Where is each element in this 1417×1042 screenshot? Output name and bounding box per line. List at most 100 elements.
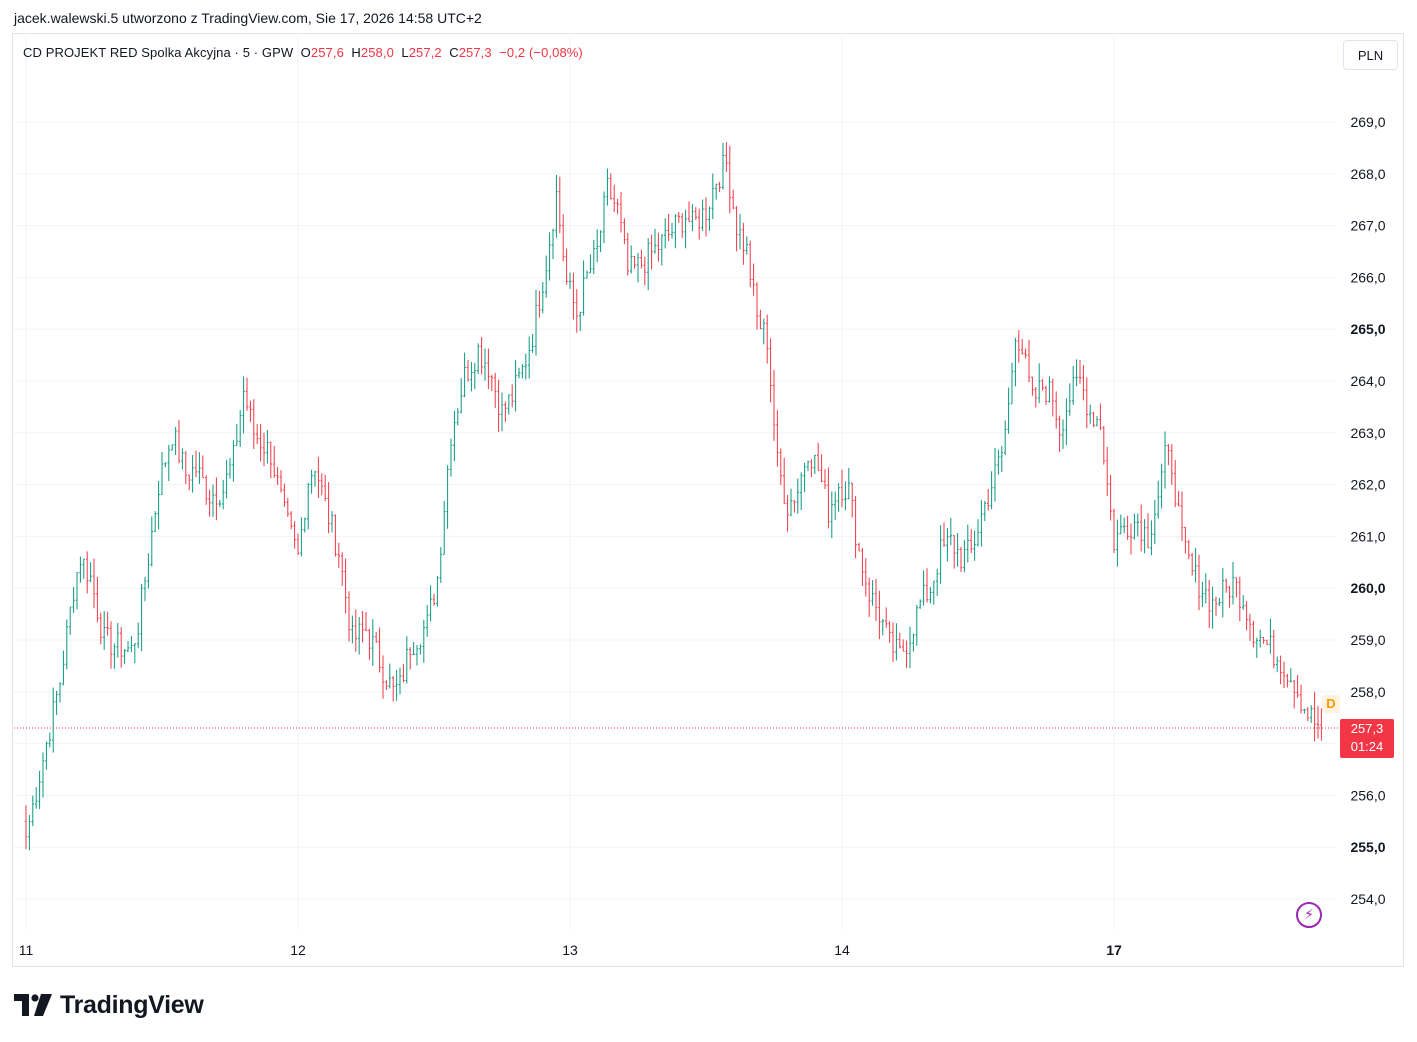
ohlc-bar bbox=[681, 213, 684, 238]
ohlc-bar bbox=[1024, 348, 1027, 359]
ohlc-bar bbox=[538, 290, 541, 318]
ohlc-bar bbox=[262, 432, 266, 467]
ohlc-bar bbox=[222, 480, 225, 510]
ohlc-bar bbox=[75, 572, 79, 610]
ohlc-bar bbox=[313, 470, 317, 487]
ohlc-bar bbox=[1065, 398, 1068, 446]
ohlc-bar bbox=[670, 222, 674, 239]
ohlc-bar bbox=[1306, 707, 1309, 722]
ohlc-bar bbox=[279, 470, 283, 493]
ohlc-bars bbox=[24, 142, 1323, 851]
ohlc-bar bbox=[939, 525, 942, 584]
ohlc-bar bbox=[1194, 548, 1197, 583]
ohlc-bar bbox=[439, 547, 442, 583]
ohlc-bar bbox=[908, 626, 912, 669]
ohlc-bar bbox=[932, 580, 935, 605]
time-axis[interactable]: 11 12 13 14 17 bbox=[19, 942, 1122, 958]
ohlc-bar bbox=[1242, 595, 1245, 610]
dividend-badge[interactable]: D bbox=[1322, 695, 1340, 713]
ohlc-bar bbox=[1140, 504, 1143, 552]
ohlc-bar bbox=[1106, 446, 1109, 497]
ohlc-bar bbox=[1129, 523, 1133, 555]
ohlc-bar bbox=[589, 254, 592, 274]
high-value: 258,0 bbox=[360, 45, 394, 60]
ohlc-bar bbox=[579, 311, 582, 331]
ohlc-bar bbox=[854, 496, 857, 559]
ohlc-bar bbox=[1146, 513, 1150, 549]
y-tick-label: 260,0 bbox=[1350, 580, 1385, 596]
ohlc-bar bbox=[963, 540, 966, 573]
ohlc-bar bbox=[228, 457, 232, 479]
y-tick-label: 263,0 bbox=[1350, 425, 1385, 441]
low-value: 257,2 bbox=[408, 45, 442, 60]
ohlc-bar bbox=[541, 282, 544, 314]
ohlc-bar bbox=[1004, 420, 1007, 456]
ohlc-bar bbox=[942, 522, 946, 547]
ohlc-bar bbox=[48, 732, 51, 748]
lightning-icon[interactable]: ⚡ bbox=[1296, 902, 1322, 928]
ohlc-bar bbox=[388, 663, 391, 689]
ohlc-bar bbox=[113, 643, 116, 669]
price-axis[interactable]: 254,0 255,0 256,0 258,0 259,0 260,0 261,0 262,0… bbox=[1350, 114, 1385, 907]
ohlc-bar bbox=[307, 482, 310, 530]
ohlc-bar bbox=[140, 583, 143, 652]
ohlc-bar bbox=[456, 408, 459, 426]
ohlc-bar bbox=[864, 558, 867, 597]
ohlc-bar bbox=[45, 741, 48, 770]
ohlc-bar bbox=[609, 173, 612, 200]
ohlc-bar bbox=[432, 593, 436, 606]
ohlc-bar bbox=[1228, 586, 1231, 608]
ohlc-bar bbox=[925, 568, 929, 603]
ohlc-bar bbox=[1259, 629, 1262, 648]
symbol-name[interactable]: CD PROJEKT RED Spolka Akcyjna · 5 · GPW bbox=[23, 45, 294, 60]
tradingview-logo[interactable]: TradingView bbox=[14, 990, 204, 1020]
ohlc-bar bbox=[500, 392, 504, 432]
symbol-legend[interactable]: CD PROJEKT RED Spolka Akcyjna · 5 · GPW … bbox=[23, 45, 583, 60]
ohlc-bar bbox=[24, 805, 28, 850]
ohlc-bar bbox=[847, 467, 850, 500]
ohlc-bar bbox=[1187, 539, 1190, 560]
ohlc-bar bbox=[402, 663, 405, 683]
ohlc-bar bbox=[592, 240, 595, 275]
ohlc-bar bbox=[820, 454, 823, 483]
chart-frame[interactable] bbox=[12, 33, 1404, 967]
ohlc-bar bbox=[1150, 520, 1153, 556]
ohlc-bar bbox=[1191, 552, 1194, 576]
low-label: L bbox=[401, 45, 409, 60]
ohlc-bar bbox=[698, 208, 701, 240]
x-tick-label: 17 bbox=[1106, 942, 1122, 958]
ohlc-bar bbox=[531, 333, 534, 353]
ohlc-bar bbox=[572, 272, 575, 320]
ohlc-bar bbox=[130, 636, 133, 653]
ohlc-bar bbox=[742, 222, 745, 265]
ohlc-bar bbox=[330, 511, 334, 533]
ohlc-bar bbox=[946, 527, 949, 562]
currency-button[interactable]: PLN bbox=[1343, 40, 1398, 70]
ohlc-bar bbox=[959, 546, 963, 573]
ohlc-bar bbox=[878, 590, 881, 640]
ohlc-bar bbox=[1000, 446, 1003, 473]
ohlc-bar bbox=[1061, 419, 1065, 449]
ohlc-bar bbox=[296, 533, 300, 556]
ohlc-bar bbox=[99, 612, 102, 645]
ohlc-bar bbox=[290, 511, 293, 530]
ohlc-bar bbox=[1027, 339, 1031, 383]
ohlc-bar bbox=[160, 452, 164, 495]
ohlc-bar bbox=[1157, 480, 1160, 519]
ohlc-bar bbox=[1211, 586, 1214, 629]
ohlc-bar bbox=[453, 410, 456, 462]
ohlc-bar bbox=[171, 444, 174, 451]
ohlc-bar bbox=[232, 440, 235, 482]
y-tick-label: 261,0 bbox=[1350, 528, 1385, 544]
y-tick-label: 256,0 bbox=[1350, 787, 1385, 803]
ohlc-bar bbox=[412, 642, 415, 656]
ohlc-bar bbox=[116, 622, 119, 658]
ohlc-bar bbox=[1279, 655, 1282, 685]
ohlc-bar bbox=[844, 481, 847, 511]
ohlc-bar bbox=[1085, 377, 1088, 429]
ohlc-bar bbox=[800, 472, 803, 511]
ohlc-bar bbox=[422, 619, 425, 663]
ohlc-bar bbox=[1299, 684, 1303, 714]
ohlc-bar bbox=[1214, 596, 1218, 616]
